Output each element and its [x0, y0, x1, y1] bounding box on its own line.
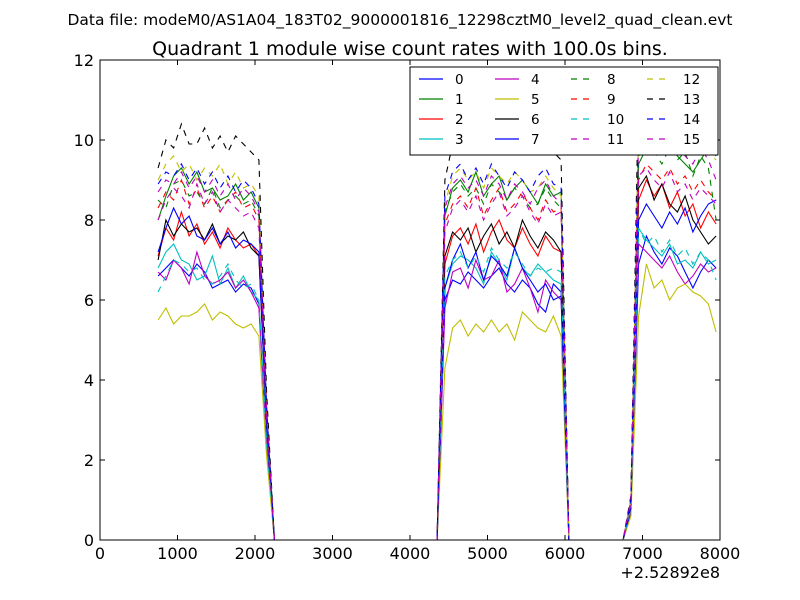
- y-tick-label: 4: [84, 371, 94, 390]
- legend-label-8: 8: [607, 72, 616, 88]
- y-tick-label: 8: [84, 211, 94, 230]
- legend-label-1: 1: [455, 92, 464, 108]
- x-tick-label: 6000: [545, 544, 586, 563]
- x-tick-label: 4000: [390, 544, 431, 563]
- legend-box: [409, 66, 719, 156]
- x-tick-label: 8000: [700, 544, 741, 563]
- legend-label-5: 5: [531, 92, 540, 108]
- series-line-3: [157, 226, 717, 541]
- y-tick-label: 10: [74, 131, 94, 150]
- y-tick-label: 12: [74, 51, 94, 70]
- y-tick-label: 0: [84, 531, 94, 550]
- y-tick-label: 6: [84, 291, 94, 310]
- x-tick-label: 5000: [467, 544, 508, 563]
- legend-label-2: 2: [455, 112, 464, 128]
- legend-label-7: 7: [531, 132, 540, 148]
- legend-label-10: 10: [607, 112, 624, 128]
- legend-label-9: 9: [607, 92, 616, 108]
- x-tick-label: 3000: [312, 544, 353, 563]
- x-tick-label: 7000: [622, 544, 663, 563]
- legend-label-12: 12: [683, 72, 700, 88]
- legend-label-13: 13: [683, 92, 700, 108]
- legend-label-4: 4: [531, 72, 540, 88]
- data-file-label: Data file: modeM0/AS1A04_183T02_90000018…: [67, 11, 732, 30]
- series-line-10: [157, 227, 717, 541]
- x-tick-label: 1000: [157, 544, 198, 563]
- x-offset-label: +2.52892e8: [620, 563, 720, 582]
- legend-label-0: 0: [455, 72, 464, 88]
- legend-label-15: 15: [683, 132, 700, 148]
- legend-label-6: 6: [531, 112, 540, 128]
- y-tick-label: 2: [84, 451, 94, 470]
- legend-label-14: 14: [683, 112, 700, 128]
- axes-layer: 0 1000 2000 3000 4000 5000 6000 7000 80000246810…: [74, 51, 741, 563]
- legend-label-11: 11: [607, 132, 624, 148]
- legend-label-3: 3: [455, 132, 464, 148]
- chart-title: Quadrant 1 module wise count rates with …: [152, 38, 668, 60]
- x-tick-label: 2000: [235, 544, 276, 563]
- x-tick-label: 0: [95, 544, 105, 563]
